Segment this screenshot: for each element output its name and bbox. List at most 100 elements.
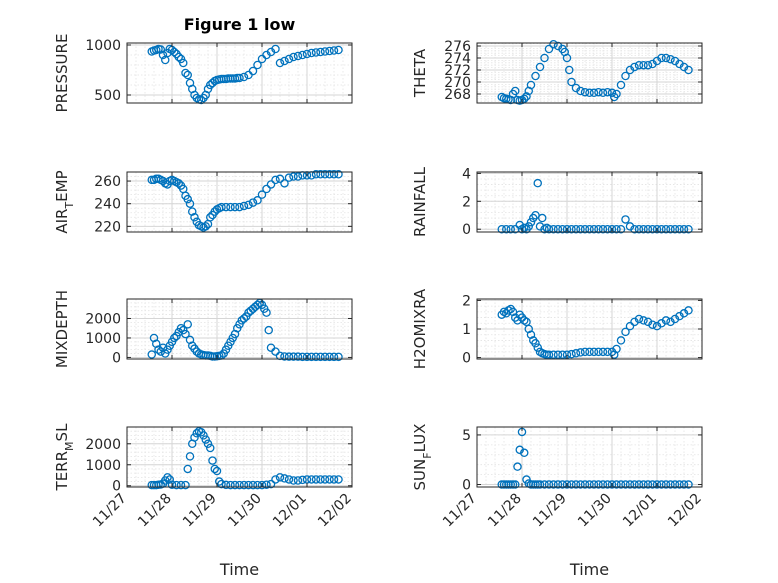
data-point (239, 480, 249, 490)
data-point (284, 475, 294, 484)
data-point (625, 321, 635, 331)
data-point (316, 170, 325, 179)
axes-frame (476, 426, 703, 488)
data-point (666, 224, 675, 234)
x-tick-label: 11/30 (575, 491, 615, 531)
data-point (639, 480, 648, 489)
data-point (316, 352, 325, 362)
data-point (183, 464, 192, 474)
data-point (515, 220, 525, 230)
y-tick-label: 0 (112, 350, 121, 366)
y-tick-label: 500 (94, 88, 121, 104)
data-point (567, 77, 576, 87)
data-point (316, 47, 325, 57)
y-axis-label-part: SUN (411, 459, 429, 491)
data-point (661, 316, 671, 325)
data-point (589, 480, 599, 489)
y-tick-label: 276 (444, 39, 471, 55)
data-point (657, 53, 666, 63)
x-axis-label: Time (569, 560, 609, 579)
y-tick-label: 1000 (85, 331, 121, 347)
data-point (616, 480, 626, 489)
data-point (526, 330, 536, 339)
x-tick-label: 11/28 (485, 491, 525, 531)
data-point (185, 452, 195, 461)
data-point (562, 224, 572, 234)
data-point (293, 172, 303, 181)
data-point (616, 336, 626, 345)
y-tick-label: 0 (462, 222, 471, 238)
data-point (510, 86, 520, 96)
data-point (589, 224, 599, 234)
subplot-mixdepth: 0 1000 2000 MIXDEPTH (53, 290, 353, 368)
data-point (205, 443, 215, 453)
data-point (275, 58, 285, 68)
data-point (630, 62, 639, 72)
data-point (657, 319, 666, 328)
data-point (661, 224, 671, 234)
data-point (183, 194, 192, 204)
data-point (257, 190, 267, 199)
y-tick-label: 2000 (85, 311, 121, 327)
data-point (594, 347, 603, 357)
y-tick-label: 2 (462, 194, 471, 210)
y-tick-label: 272 (444, 63, 471, 79)
data-point (565, 65, 574, 75)
data-point (271, 175, 280, 185)
data-point (174, 179, 183, 188)
data-point (253, 480, 262, 490)
data-point (657, 224, 666, 234)
data-point (329, 475, 339, 484)
data-point (271, 44, 280, 54)
x-tick-label: 11/29 (530, 491, 570, 531)
data-point (580, 347, 590, 357)
data-point (643, 60, 653, 70)
data-point (196, 95, 206, 105)
data-point (675, 224, 684, 234)
data-point (535, 62, 545, 72)
axes-frame (126, 171, 353, 233)
data-point (214, 477, 224, 486)
data-point (603, 347, 612, 357)
data-point (533, 178, 543, 188)
data-point (280, 474, 289, 483)
data-point (248, 198, 258, 207)
y-tick-label: 1 (462, 322, 471, 338)
data-point (661, 480, 671, 489)
data-point (266, 180, 276, 189)
data-point (594, 480, 603, 489)
data-point (221, 202, 231, 212)
data-point (325, 352, 334, 362)
data-point (230, 480, 240, 490)
data-point (262, 480, 271, 489)
y-tick-label: 4 (462, 166, 471, 182)
data-point (652, 224, 662, 234)
y-axis-label: MIXDEPTH (53, 290, 71, 368)
data-point (235, 480, 244, 490)
y-tick-label: 274 (444, 51, 471, 67)
data-point (280, 56, 289, 66)
y-tick-label: 220 (94, 219, 121, 235)
data-point (652, 321, 662, 331)
data-point (670, 480, 680, 489)
data-point (257, 480, 267, 490)
data-point (634, 224, 644, 234)
x-tick-label: 11/30 (225, 491, 265, 531)
data-point (625, 222, 635, 231)
axes-background (476, 426, 703, 488)
data-point (230, 202, 240, 212)
data-point (311, 352, 321, 362)
y-axis-label: H2OMIXRA (411, 288, 429, 369)
y-axis-label-part: AIR (53, 209, 71, 234)
data-point (284, 173, 294, 182)
data-point (501, 224, 511, 234)
subplot-sun-flux: 0 5 SUNFLUX 11/27 11/28 11/29 11/30 12/01 12/02 T… (411, 424, 705, 579)
data-point (610, 350, 619, 359)
data-point (320, 170, 330, 179)
data-point (325, 475, 334, 484)
data-point (580, 480, 590, 489)
data-point (264, 325, 273, 335)
data-point (176, 323, 186, 333)
x-tick-label: 12/02 (315, 491, 355, 531)
